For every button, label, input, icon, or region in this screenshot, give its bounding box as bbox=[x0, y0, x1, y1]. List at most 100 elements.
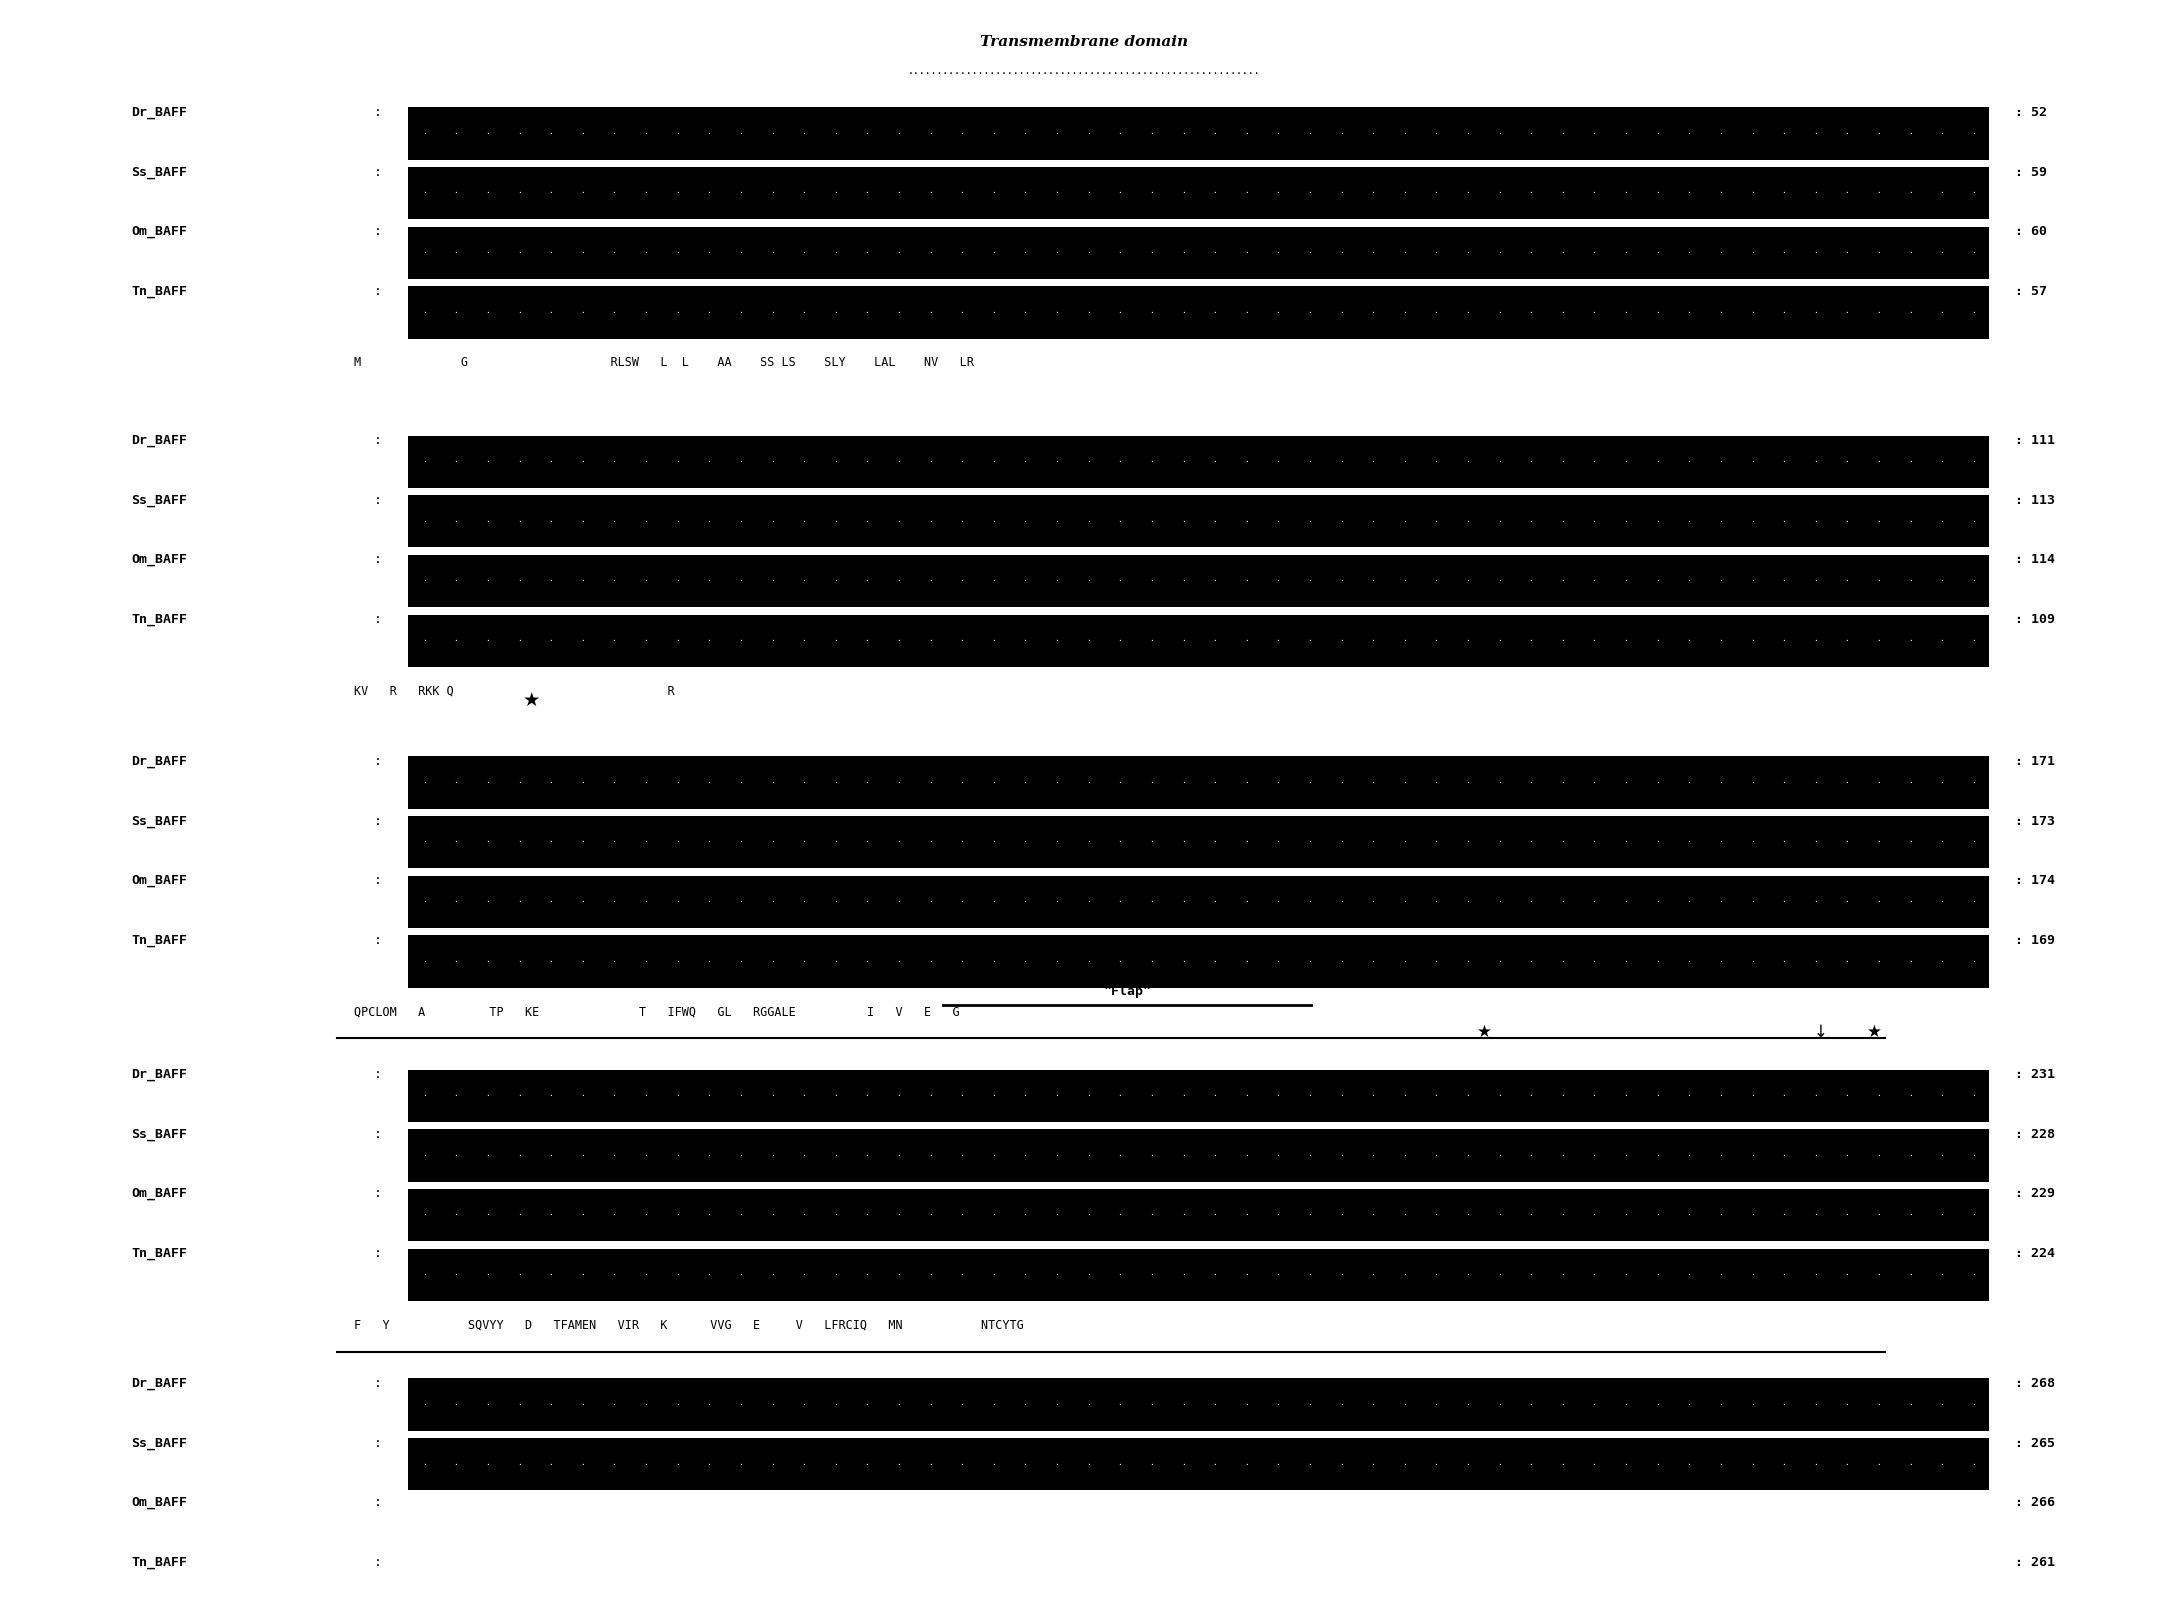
Text: .: . bbox=[1338, 186, 1344, 196]
Text: .: . bbox=[1403, 1268, 1407, 1277]
Text: .: . bbox=[1875, 246, 1880, 254]
Text: .: . bbox=[1782, 1518, 1786, 1526]
Text: .: . bbox=[549, 1458, 553, 1466]
Text: .: . bbox=[1403, 126, 1407, 136]
Text: .: . bbox=[516, 1209, 522, 1217]
Text: .: . bbox=[865, 246, 869, 254]
Text: .: . bbox=[1875, 186, 1880, 196]
Text: .: . bbox=[1624, 515, 1628, 523]
Text: .: . bbox=[1971, 1398, 1975, 1406]
Text: .: . bbox=[770, 1458, 774, 1466]
Text: : 266: : 266 bbox=[2014, 1497, 2055, 1510]
Text: .: . bbox=[1971, 633, 1975, 643]
Text: .: . bbox=[644, 455, 648, 463]
Text: .: . bbox=[1971, 1268, 1975, 1277]
Text: .: . bbox=[674, 1089, 679, 1098]
Text: .: . bbox=[423, 1209, 427, 1217]
Text: .: . bbox=[1845, 1149, 1849, 1158]
Text: .: . bbox=[486, 455, 490, 463]
Text: .: . bbox=[486, 573, 490, 583]
Text: .: . bbox=[1717, 1518, 1724, 1526]
Text: .: . bbox=[895, 306, 900, 314]
Text: .: . bbox=[1654, 186, 1659, 196]
Text: .: . bbox=[1466, 246, 1470, 254]
Text: .: . bbox=[1528, 1398, 1533, 1406]
Text: .: . bbox=[865, 954, 869, 964]
Text: .: . bbox=[928, 1149, 932, 1158]
Text: .: . bbox=[581, 776, 585, 784]
Text: .: . bbox=[960, 836, 965, 844]
Text: .: . bbox=[1023, 246, 1028, 254]
Text: Tn_BAFF: Tn_BAFF bbox=[132, 1247, 186, 1260]
Text: .: . bbox=[1338, 1089, 1344, 1098]
Text: .: . bbox=[1496, 306, 1502, 314]
Text: .: . bbox=[516, 1149, 522, 1158]
Text: .: . bbox=[1561, 573, 1565, 583]
Text: .: . bbox=[1117, 1576, 1123, 1586]
Text: .: . bbox=[865, 306, 869, 314]
Text: .: . bbox=[453, 633, 457, 643]
Text: .: . bbox=[1496, 1518, 1502, 1526]
Text: .: . bbox=[1875, 455, 1880, 463]
Text: .: . bbox=[960, 776, 965, 784]
Text: .: . bbox=[1528, 1458, 1533, 1466]
Text: .: . bbox=[581, 1518, 585, 1526]
Text: .: . bbox=[611, 1518, 616, 1526]
Text: .: . bbox=[1750, 515, 1754, 523]
Text: .: . bbox=[1908, 1576, 1912, 1586]
Text: .: . bbox=[1717, 954, 1724, 964]
Text: .: . bbox=[1182, 515, 1186, 523]
Text: : 60: : 60 bbox=[2014, 225, 2047, 238]
Text: .: . bbox=[960, 455, 965, 463]
Text: .: . bbox=[1370, 633, 1375, 643]
Text: .: . bbox=[1244, 1398, 1249, 1406]
Text: .: . bbox=[611, 776, 616, 784]
Text: Dr_BAFF: Dr_BAFF bbox=[132, 434, 186, 447]
Text: Dr_BAFF: Dr_BAFF bbox=[132, 1377, 186, 1390]
Text: .: . bbox=[1403, 1458, 1407, 1466]
Text: .: . bbox=[1403, 246, 1407, 254]
Text: :: : bbox=[373, 1068, 382, 1081]
Text: .: . bbox=[1466, 1268, 1470, 1277]
Text: .: . bbox=[833, 836, 837, 844]
Text: .: . bbox=[1403, 1576, 1407, 1586]
Text: .: . bbox=[1717, 1149, 1724, 1158]
Text: .: . bbox=[1023, 186, 1028, 196]
Text: .: . bbox=[423, 455, 427, 463]
Text: .: . bbox=[644, 1398, 648, 1406]
Text: .: . bbox=[674, 126, 679, 136]
Text: .: . bbox=[611, 186, 616, 196]
Text: .: . bbox=[770, 186, 774, 196]
Text: .: . bbox=[1496, 186, 1502, 196]
Text: .: . bbox=[1244, 515, 1249, 523]
Text: .: . bbox=[865, 1089, 869, 1098]
Text: .: . bbox=[1275, 126, 1279, 136]
Text: .: . bbox=[1212, 954, 1216, 964]
Text: .: . bbox=[1624, 894, 1628, 904]
Text: .: . bbox=[1908, 954, 1912, 964]
Text: .: . bbox=[707, 186, 711, 196]
Text: .: . bbox=[1086, 1268, 1091, 1277]
Text: .: . bbox=[486, 954, 490, 964]
Text: .: . bbox=[581, 1089, 585, 1098]
Text: Tn_BAFF: Tn_BAFF bbox=[132, 933, 186, 946]
Text: M              G                    RLSW   L  L    AA    SS LS    SLY    LAL    : M G RLSW L L AA SS LS SLY LAL bbox=[353, 356, 973, 369]
Text: : 174: : 174 bbox=[2014, 875, 2055, 888]
Text: .: . bbox=[1561, 126, 1565, 136]
Text: .: . bbox=[1750, 1398, 1754, 1406]
Text: .: . bbox=[1654, 515, 1659, 523]
Text: .: . bbox=[486, 1518, 490, 1526]
Text: .: . bbox=[1275, 894, 1279, 904]
Text: .: . bbox=[1023, 633, 1028, 643]
Bar bbox=[408, 287, 1988, 339]
Text: .: . bbox=[1117, 1518, 1123, 1526]
Text: .: . bbox=[1117, 836, 1123, 844]
Text: .: . bbox=[1370, 836, 1375, 844]
Text: .: . bbox=[1054, 894, 1058, 904]
Text: .: . bbox=[1940, 954, 1945, 964]
Text: .: . bbox=[802, 1149, 806, 1158]
Text: .: . bbox=[674, 1268, 679, 1277]
Text: .: . bbox=[453, 1576, 457, 1586]
Text: .: . bbox=[1338, 894, 1344, 904]
Text: .: . bbox=[960, 1209, 965, 1217]
